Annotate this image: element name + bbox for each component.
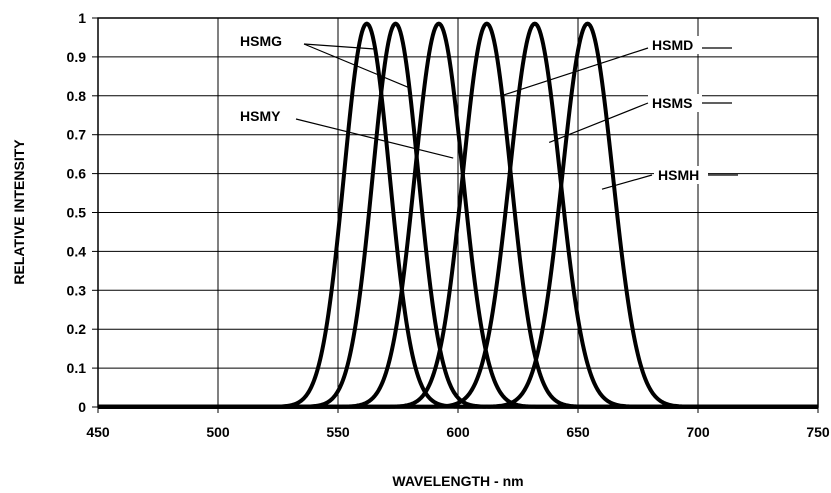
y-tick-label: 1 <box>78 10 86 26</box>
x-tick-label: 700 <box>686 424 710 440</box>
x-tick-label: 550 <box>326 424 350 440</box>
series-label-hsmd: HSMD <box>652 37 693 53</box>
leader-line <box>548 102 649 144</box>
leader-line <box>303 43 411 89</box>
leader-line <box>601 174 653 190</box>
curve-hsmh <box>97 21 819 409</box>
annotation-bg <box>648 94 702 112</box>
annotations: HSMG HSMY HSMD HSMS HSMH <box>236 32 738 190</box>
y-tick-label: 0.6 <box>67 166 87 182</box>
x-tick-label: 650 <box>566 424 590 440</box>
y-tick-label: 0.4 <box>67 243 87 259</box>
x-axis-title: WAVELENGTH - nm <box>392 473 523 489</box>
x-tick-label: 600 <box>446 424 470 440</box>
y-tick-label: 0.2 <box>67 321 87 337</box>
annotation-bg <box>648 36 702 54</box>
y-tick-label: 0.5 <box>67 205 87 221</box>
annotation-bg <box>236 32 290 50</box>
series-label-hsmg: HSMG <box>240 33 282 49</box>
x-tick-label: 450 <box>86 424 110 440</box>
curves <box>97 21 819 409</box>
y-tick-label: 0.8 <box>67 88 87 104</box>
y-axis-title: RELATIVE INTENSITY <box>11 139 27 285</box>
y-tick-label: 0.1 <box>67 360 87 376</box>
y-tick-label: 0.7 <box>67 127 87 143</box>
leader-line <box>303 43 377 50</box>
x-axis-ticks: 450 500 550 600 650 700 750 <box>86 407 830 440</box>
annotation-bg <box>654 166 708 184</box>
series-label-hsms: HSMS <box>652 95 692 111</box>
x-tick-label: 500 <box>206 424 230 440</box>
x-tick-label: 750 <box>806 424 830 440</box>
leader-line <box>501 47 649 97</box>
leader-line <box>295 118 454 159</box>
y-tick-label: 0.9 <box>67 49 87 65</box>
series-label-hsmh: HSMH <box>658 167 699 183</box>
series-label-hsmy: HSMY <box>240 108 281 124</box>
y-tick-label: 0 <box>78 399 86 415</box>
y-axis-ticks: 0 0.1 0.2 0.3 0.4 0.5 0.6 0.7 0.8 0.9 1 <box>67 10 98 415</box>
annotation-bg <box>236 107 290 125</box>
y-tick-label: 0.3 <box>67 282 87 298</box>
